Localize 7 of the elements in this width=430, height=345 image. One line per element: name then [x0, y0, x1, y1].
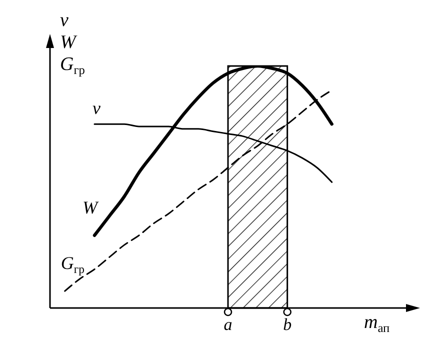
x-tick-label: a: [224, 315, 232, 334]
series-label: G$_{гр}$: [60, 253, 85, 276]
y-axis-title: v W G$_{гр}$: [60, 10, 85, 77]
x-axis-title: m$_{ап}$: [364, 312, 390, 335]
series-label: W: [82, 197, 100, 218]
series-label: v: [92, 98, 100, 118]
x-tick-label: b: [283, 315, 292, 334]
